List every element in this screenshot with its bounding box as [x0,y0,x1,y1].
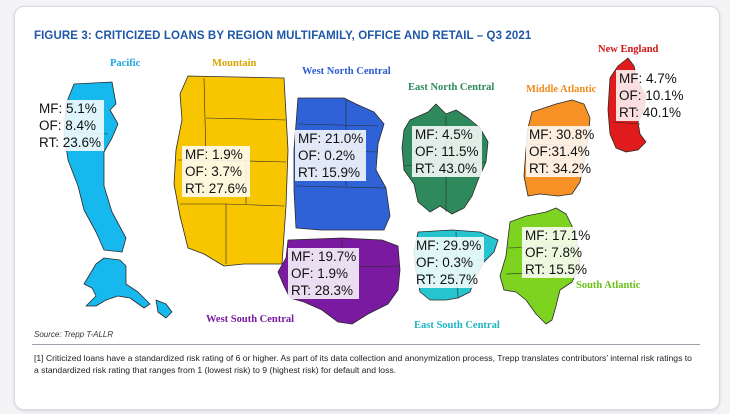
region-label-south-atlantic: South Atlantic [576,280,641,291]
region-label-mountain: Mountain [212,58,257,69]
stats-west-north-central: MF: 21.0% OF: 0.2% RT: 15.9% [295,130,367,181]
stat-rt: RT: 25.7% [416,272,479,287]
stat-of: OF: 10.1% [619,88,684,103]
region-label-east-north-central: East North Central [408,82,495,93]
stat-rt: RT: 23.6% [39,135,102,150]
region-label-new-england: New England [598,44,659,55]
stat-of: OF: 3.7% [185,164,243,179]
stat-rt: RT: 15.9% [298,165,361,180]
stat-mf: MF: 30.8% [529,127,595,142]
stats-south-atlantic: MF: 17.1% OF: 7.8% RT: 15.5% [522,227,594,278]
hawaii-shape [155,299,173,319]
stats-middle-atlantic: MF: 30.8% OF:31.4% RT: 34.2% [526,126,598,177]
stat-of: OF: 0.2% [298,148,356,163]
stat-of: OF: 7.8% [525,245,583,260]
stats-pacific: MF: 5.1% OF: 8.4% RT: 23.6% [36,100,105,151]
stats-east-north-central: MF: 4.5% OF: 11.5% RT: 43.0% [412,126,482,177]
divider [32,344,700,345]
stat-rt: RT: 40.1% [619,105,682,120]
source-note: Source: Trepp T-ALLR [34,330,114,339]
figure-title: FIGURE 3: CRITICIZED LOANS BY REGION MUL… [34,30,532,42]
stat-of: OF:31.4% [529,144,590,159]
stat-mf: MF: 29.9% [416,238,482,253]
region-label-pacific: Pacific [110,58,141,69]
stats-west-south-central: MF: 19.7% OF: 1.9% RT: 28.3% [288,248,360,299]
stat-of: OF: 8.4% [39,118,97,133]
stat-mf: MF: 5.1% [39,101,97,116]
stat-mf: MF: 4.5% [415,127,473,142]
stat-of: OF: 1.9% [291,266,349,281]
stat-rt: RT: 34.2% [529,161,592,176]
stats-new-england: MF: 4.7% OF: 10.1% RT: 40.1% [616,70,687,121]
stat-mf: MF: 1.9% [185,147,243,162]
region-label-middle-atlantic: Middle Atlantic [526,84,597,95]
stat-of: OF: 11.5% [415,144,479,159]
stats-east-south-central: MF: 29.9% OF: 0.3% RT: 25.7% [413,237,485,288]
region-label-west-north-central: West North Central [302,66,391,77]
stat-mf: MF: 4.7% [619,71,677,86]
alaska-shape [83,257,151,309]
stat-of: OF: 0.3% [416,255,474,270]
stat-rt: RT: 27.6% [185,181,248,196]
stat-mf: MF: 19.7% [291,249,357,264]
stat-rt: RT: 28.3% [291,283,354,298]
stat-rt: RT: 15.5% [525,262,588,277]
region-label-east-south-central: East South Central [414,320,500,331]
footnote: [1] Criticized loans have a standardized… [34,353,692,375]
stat-mf: MF: 21.0% [298,131,364,146]
stats-mountain: MF: 1.9% OF: 3.7% RT: 27.6% [182,146,251,197]
region-label-west-south-central: West South Central [206,314,295,325]
stat-mf: MF: 17.1% [525,228,591,243]
stat-rt: RT: 43.0% [415,161,478,176]
